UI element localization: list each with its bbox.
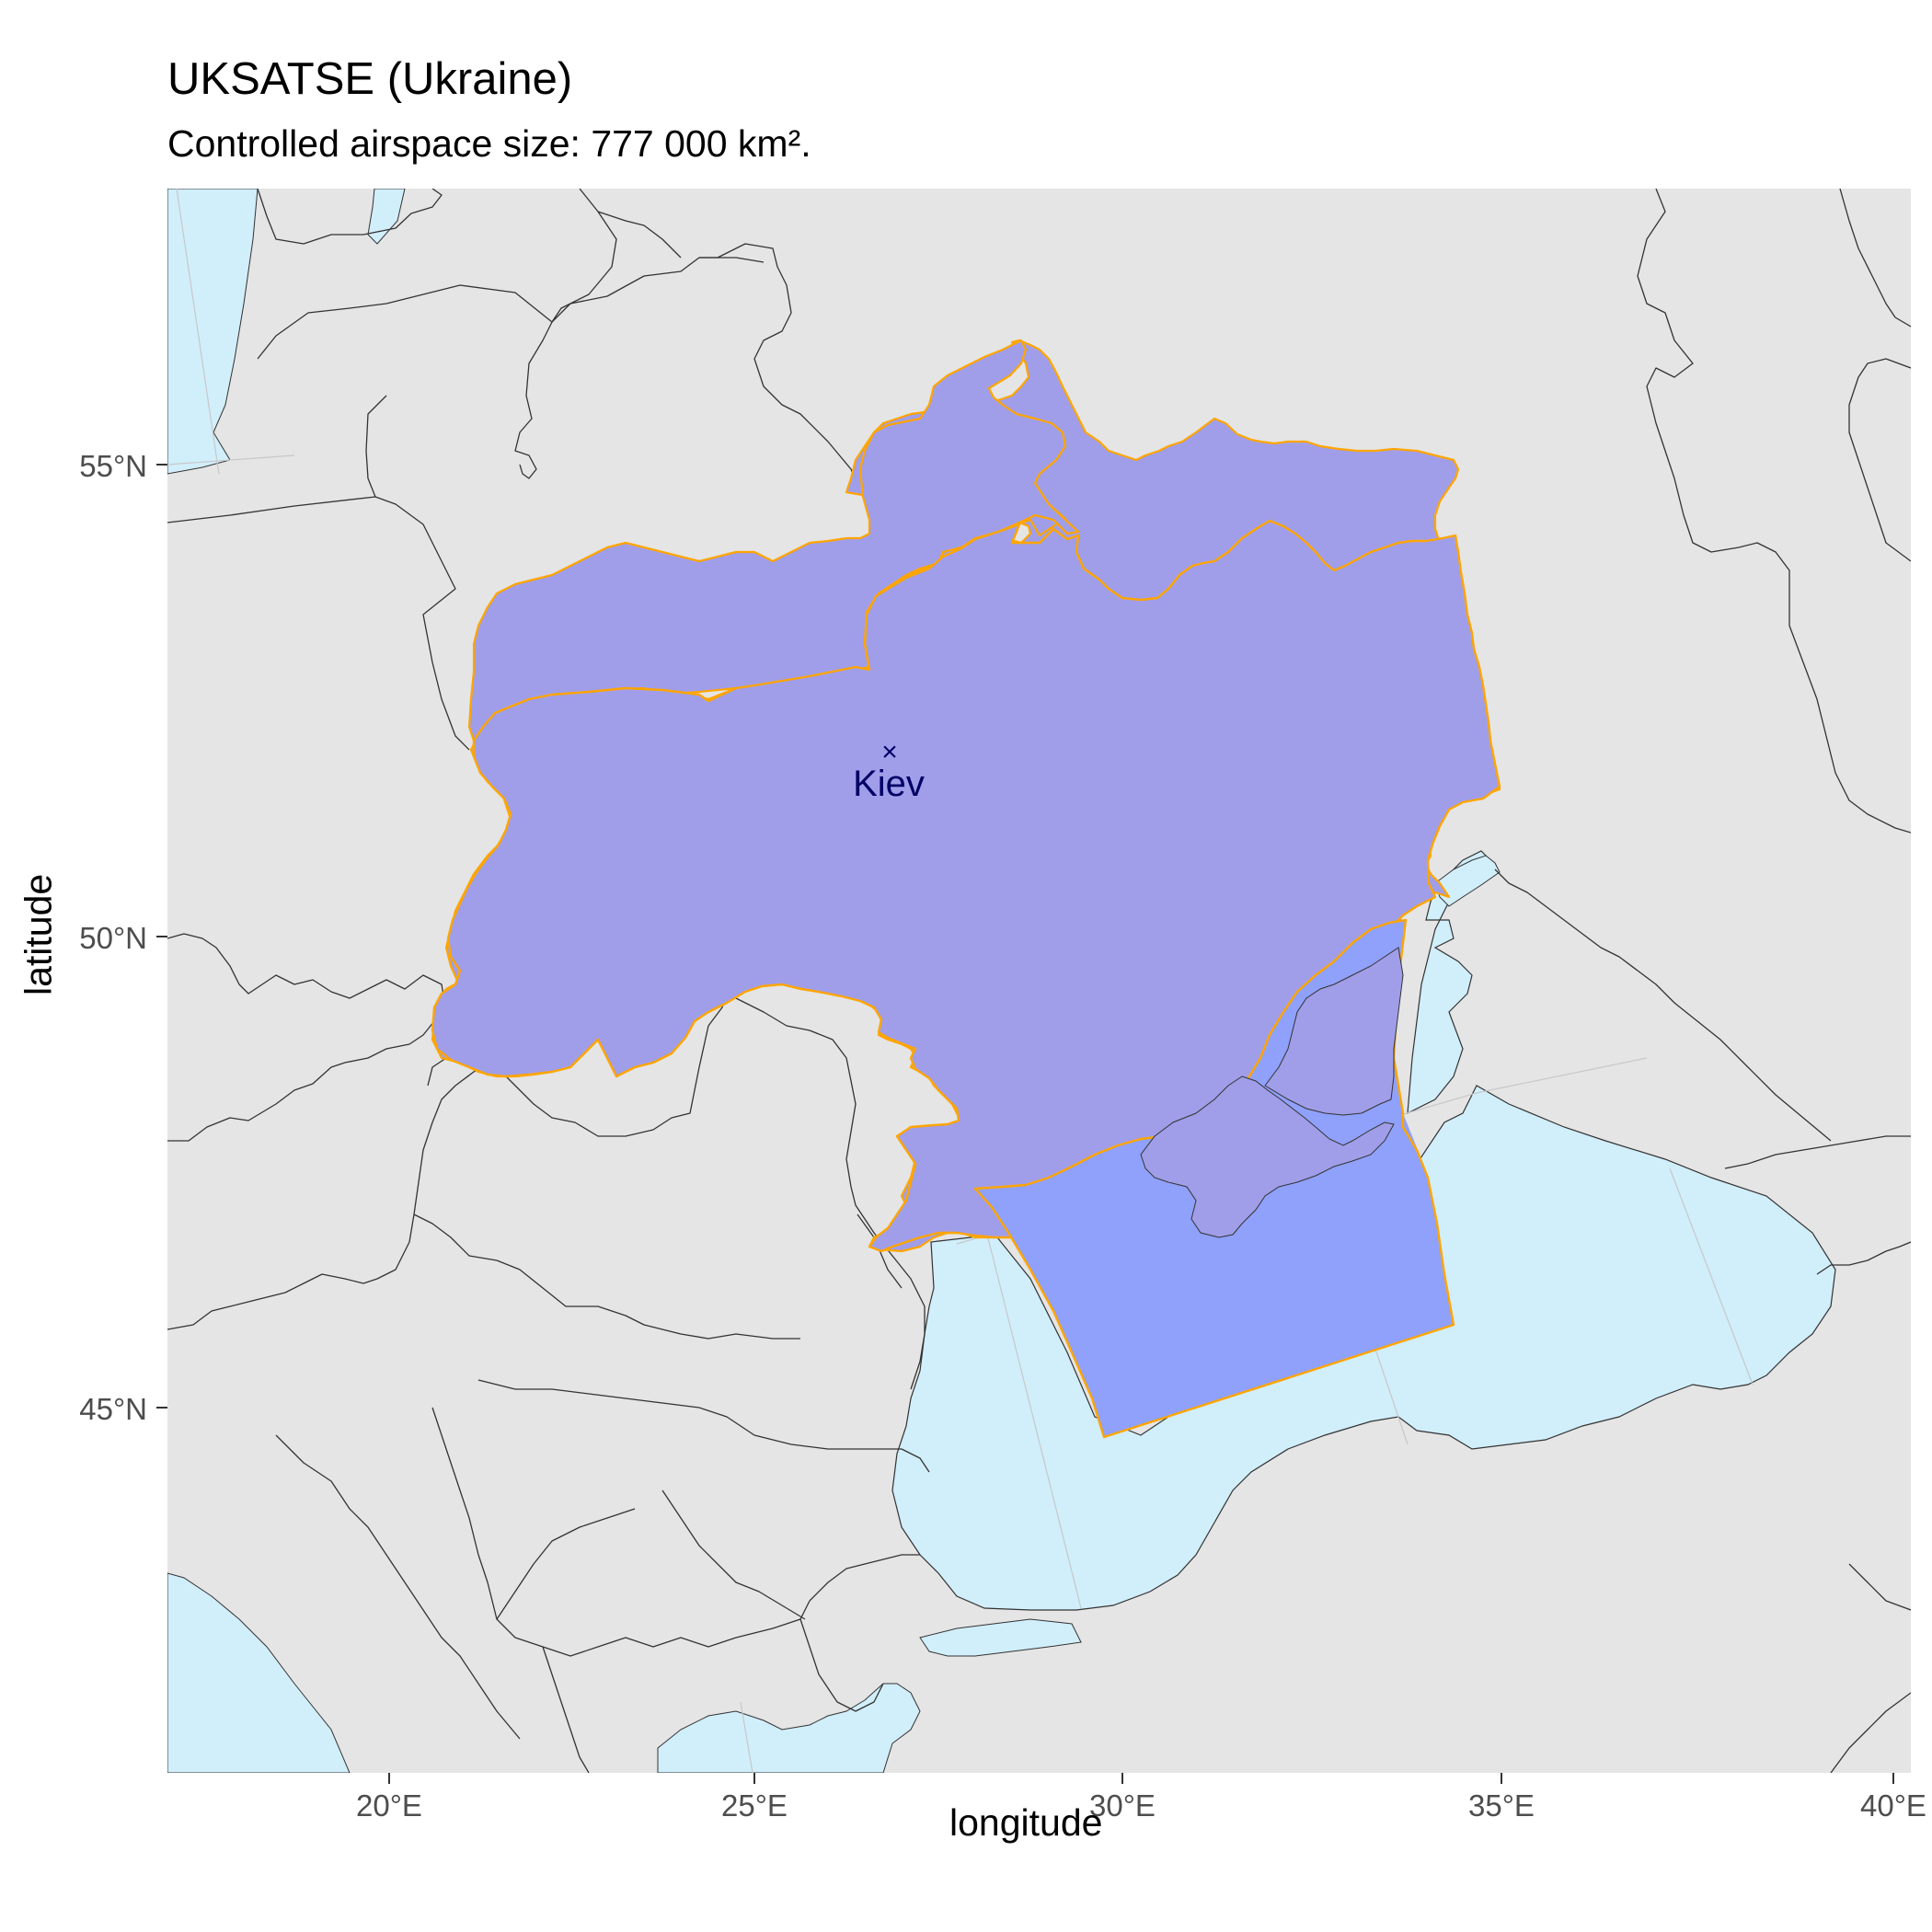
x-tick-label-35: 35°E <box>1468 1788 1535 1823</box>
aegean-sea <box>657 1683 921 1773</box>
crimea-land <box>1140 1075 1395 1238</box>
map-title: UKSATSE (Ukraine) <box>167 54 573 104</box>
bosphorus-marmara <box>919 1618 1082 1657</box>
x-tick-label-30: 30°E <box>1089 1788 1156 1823</box>
azov-coast-northeast <box>1434 855 1501 907</box>
y-axis-title: latitude <box>17 873 60 995</box>
baltic-sea <box>167 189 259 475</box>
country-borders <box>167 189 1911 1773</box>
x-tick-label-25: 25°E <box>721 1788 788 1823</box>
x-axis <box>388 1773 1894 1784</box>
kiev-label: Kiev <box>853 764 925 804</box>
curonian-lagoon <box>367 189 406 245</box>
kiev-marker: × <box>881 737 898 767</box>
y-axis <box>156 464 167 1409</box>
x-tick-label-20: 20°E <box>356 1788 422 1823</box>
azov-shore-land <box>1264 947 1404 1116</box>
y-tick-label-45: 45°N <box>79 1392 147 1426</box>
map-subtitle: Controlled airspace size: 777 000 km². <box>167 122 811 165</box>
adriatic-sea <box>167 1572 351 1773</box>
y-tick-label-55: 55°N <box>79 449 147 483</box>
y-tick-label-50: 50°N <box>79 921 147 955</box>
x-tick-label-40: 40°E <box>1860 1788 1926 1823</box>
x-axis-title: longitude <box>949 1801 1103 1844</box>
